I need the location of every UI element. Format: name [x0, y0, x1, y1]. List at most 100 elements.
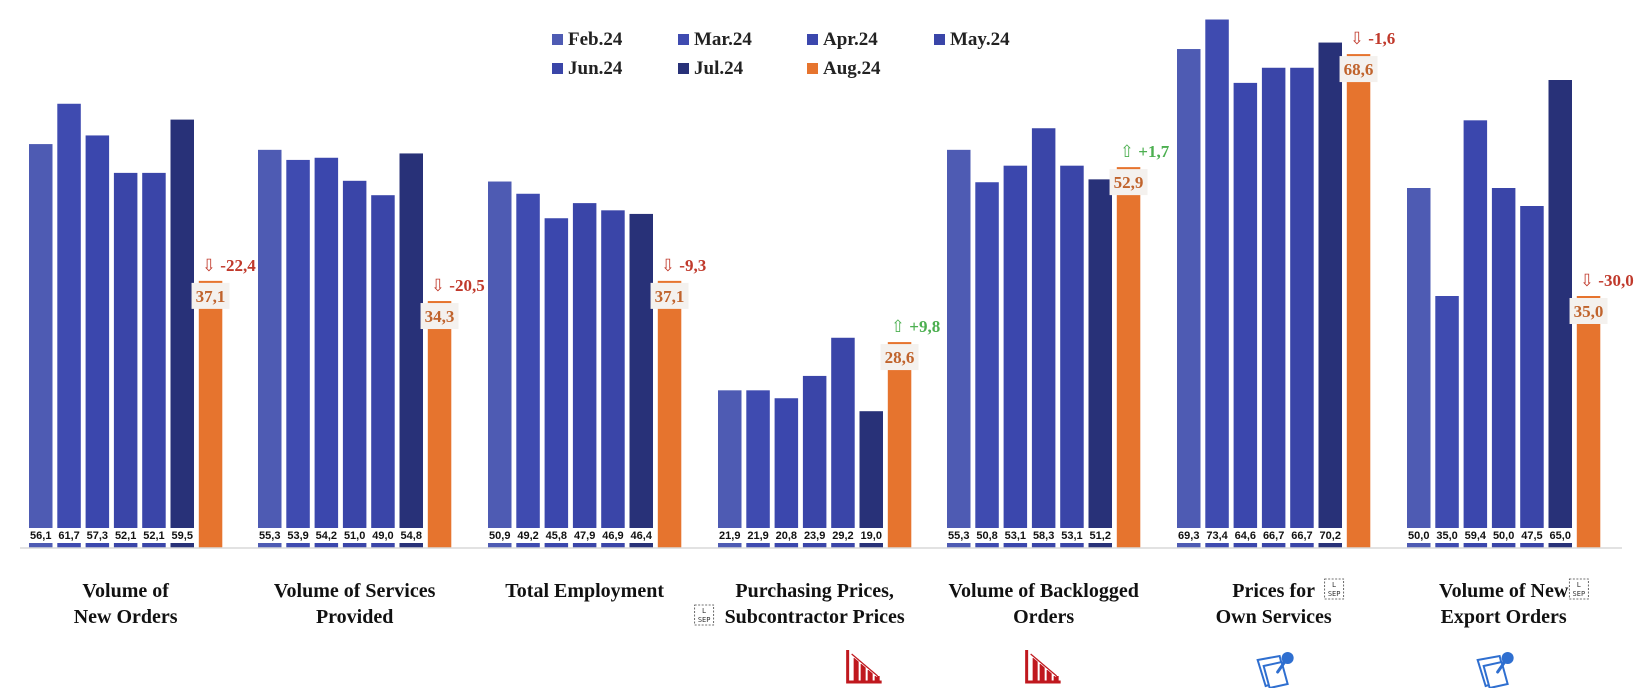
category-label: Volume of Backlogged Orders: [948, 580, 1138, 628]
bar: [975, 182, 999, 549]
bar: [859, 411, 883, 548]
bar: [774, 398, 799, 548]
bar: [371, 195, 395, 548]
value-label: 69,3: [1178, 530, 1199, 542]
bar: [746, 390, 770, 548]
chart-decline-icon: [1025, 650, 1061, 684]
bar: [657, 280, 682, 548]
value-label: 51,2: [1090, 530, 1111, 542]
value-label: 50,8: [976, 530, 997, 542]
legend-item: Jul.24: [678, 58, 744, 79]
bar: [1576, 296, 1601, 548]
sep-glyph-top: L: [702, 607, 706, 615]
sep-glyph-bottom: SEP: [1328, 590, 1341, 598]
category-label-line: Prices for: [1232, 580, 1315, 602]
value-label: 54,2: [316, 530, 337, 542]
bar-group: 55,3 53,9 54,2 51,0 49,0 54,8 34,3 ⇩ -20,5: [257, 149, 485, 549]
sep-glyph-bottom: SEP: [1573, 590, 1586, 598]
sep-glyph-top: L: [1332, 581, 1336, 589]
bar: [947, 149, 971, 548]
value-label-box: [1087, 528, 1113, 543]
bar: [1463, 120, 1488, 548]
value-label: 49,2: [517, 530, 538, 542]
value-label: 29,2: [832, 530, 853, 542]
value-label-box: [1176, 528, 1202, 543]
bar: [544, 218, 569, 549]
value-label: 35,0: [1436, 530, 1457, 542]
value-label: 55,3: [948, 530, 969, 542]
value-label-box: [1232, 528, 1259, 543]
value-label: 61,7: [58, 530, 79, 542]
value-label-box: [398, 528, 424, 543]
legend-swatch: [678, 63, 689, 74]
value-label-box: [1519, 528, 1545, 543]
last-value-label: 37,1: [655, 287, 685, 306]
value-label: 54,8: [401, 530, 422, 542]
legend-label: Apr.24: [823, 29, 878, 50]
legend-item: Feb.24: [552, 29, 623, 50]
category-label: Volume of Services Provided: [274, 580, 436, 628]
value-label: 59,4: [1465, 530, 1487, 542]
bar: [572, 203, 597, 548]
value-label-box: [571, 528, 598, 543]
legend-label: May.24: [950, 29, 1010, 50]
legend-swatch: [934, 34, 945, 45]
bar-group: 69,3 73,4 64,6 66,7 66,7 70,2 68,6 ⇩ -1,6: [1176, 19, 1395, 549]
bar: [113, 172, 138, 548]
bar: [1290, 67, 1314, 548]
value-label-box: [1462, 528, 1489, 543]
category-label-line: Provided: [316, 606, 393, 628]
bar: [1205, 19, 1229, 548]
value-label: 66,7: [1291, 530, 1312, 542]
legend-swatch: [552, 63, 563, 74]
value-label-box: [169, 528, 195, 543]
legend-label: Aug.24: [823, 58, 881, 79]
value-label-box: [858, 528, 884, 543]
value-label: 47,5: [1521, 530, 1542, 542]
bar: [1177, 49, 1201, 548]
legend-swatch: [807, 34, 818, 45]
last-value-label: 28,6: [885, 348, 915, 367]
category-label-line: Own Services: [1216, 606, 1332, 628]
legend-swatch: [807, 63, 818, 74]
category-label-line: Orders: [1013, 606, 1074, 628]
bar: [286, 159, 310, 549]
change-label: ⇧ +1,7: [1120, 142, 1170, 161]
change-label: ⇩ -20,5: [431, 276, 485, 295]
pinned-note-icon: [1476, 652, 1514, 688]
value-label-box: [974, 528, 1000, 543]
bar: [427, 301, 452, 548]
bar: [629, 213, 653, 549]
bar: [85, 135, 110, 548]
value-label: 73,4: [1206, 530, 1228, 542]
category-label: Purchasing Prices, Subcontractor Prices LS…: [694, 580, 905, 628]
bar-group: 56,1 61,7 57,3 52,1 52,1 59,5 37,1 ⇩ -22,4: [28, 103, 256, 548]
last-value-label: 34,3: [425, 307, 455, 326]
value-label: 46,4: [631, 530, 653, 542]
change-label: ⇩ -30,0: [1580, 271, 1634, 290]
bar-group: 50,9 49,2 45,8 47,9 46,9 46,4 37,1 ⇩ -9,3: [487, 181, 706, 549]
category-label-line: Total Employment: [505, 580, 664, 602]
value-label: 55,3: [259, 530, 280, 542]
value-label: 19,0: [861, 530, 882, 542]
bar: [601, 210, 625, 548]
last-value-box: [650, 282, 689, 309]
bar: [718, 390, 742, 548]
value-label: 47,9: [574, 530, 595, 542]
value-label-box: [370, 528, 396, 543]
category-label-line: Export Orders: [1441, 606, 1567, 628]
value-label-box: [1289, 528, 1315, 543]
sep-glyph-top: L: [1577, 581, 1581, 589]
bar: [1003, 165, 1028, 548]
value-label: 50,9: [489, 530, 510, 542]
value-label-box: [628, 528, 654, 543]
bar: [1548, 80, 1572, 548]
value-label-box: [1547, 528, 1573, 543]
bar: [887, 342, 912, 548]
value-label: 53,1: [1061, 530, 1082, 542]
category-labels: Volume of New Orders Volume of Services Pro…: [74, 578, 1589, 628]
